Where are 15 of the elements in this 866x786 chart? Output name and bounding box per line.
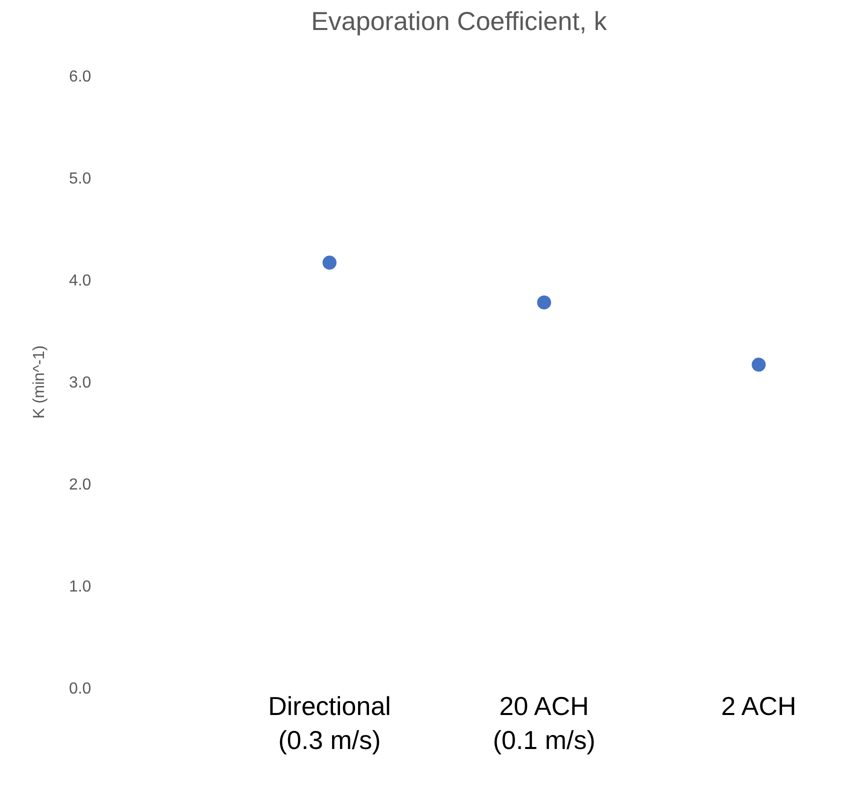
y-axis-title: K (min^-1) (30, 345, 48, 419)
x-tick-label: Directional (0.3 m/s) (268, 691, 391, 755)
y-tick-label: 3.0 (68, 374, 92, 392)
y-tick-label: 1.0 (68, 578, 92, 596)
point (322, 256, 337, 270)
y-tick-label: 6.0 (68, 68, 92, 86)
y-tick-label: 5.0 (68, 170, 92, 188)
x-tick-label: 2 ACH (721, 691, 796, 721)
y-tick-label: 2.0 (68, 476, 92, 494)
y-tick-label: 0.0 (68, 680, 92, 698)
point (752, 358, 766, 372)
point (537, 295, 552, 310)
x-tick-label: 20 ACH (0.1 m/s) (492, 691, 596, 755)
y-tick-label: 4.0 (68, 272, 92, 290)
chart-title: Evaporation Coefficient, k (311, 6, 608, 36)
